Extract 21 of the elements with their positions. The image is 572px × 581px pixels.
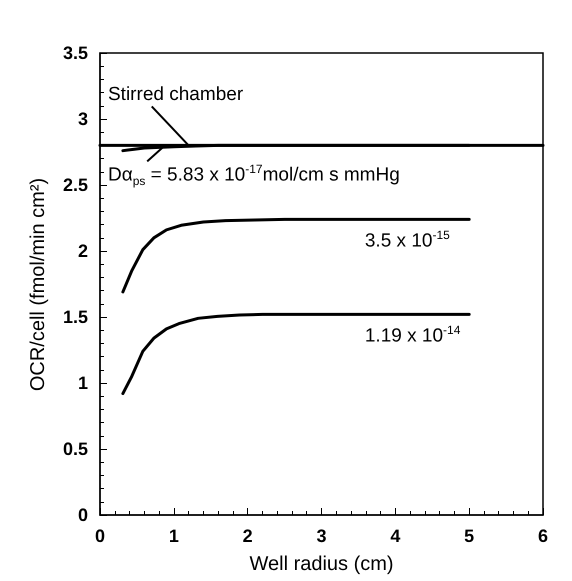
x-tick-label: 4 [390, 526, 400, 546]
x-axis-title: Well radius (cm) [250, 553, 394, 576]
y-tick-label: 2 [78, 241, 88, 261]
annotation: Stirred chamber [108, 84, 244, 106]
y-tick-label: 1 [78, 373, 88, 393]
annotation: Dα$_{ps}$ = 5.83 x 10$^{-17}$mol/cm s mmHg [108, 162, 400, 188]
y-tick-label: 0 [78, 505, 88, 525]
y-tick-label: 0.5 [62, 439, 88, 459]
x-tick-label: 1 [168, 526, 179, 546]
y-tick-label: 1.5 [62, 307, 88, 327]
x-tick-label: 0 [94, 526, 106, 546]
annotation: 3.5 x 10$^{-15}$ [364, 228, 450, 252]
x-tick-label: 3 [316, 526, 327, 546]
x-tick-label: 6 [538, 526, 548, 546]
x-tick-label: 2 [242, 526, 253, 546]
y-axis-title: OCR/cell (fmol/min cm²) [26, 177, 50, 391]
annotation: 1.19 x 10$^{-14}$ [364, 323, 460, 347]
y-tick-label: 3.5 [62, 43, 88, 63]
y-tick-label: 3 [78, 109, 88, 129]
y-tick-label: 2.5 [62, 175, 88, 195]
x-tick-label: 5 [464, 526, 474, 546]
